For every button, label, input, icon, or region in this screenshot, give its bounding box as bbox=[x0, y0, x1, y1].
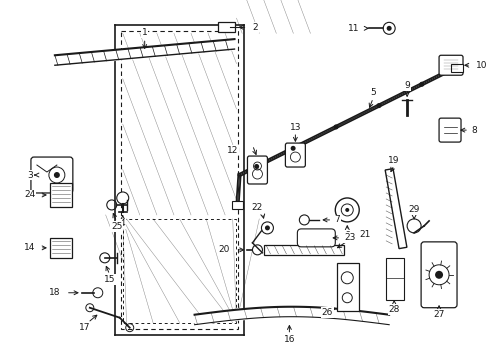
FancyBboxPatch shape bbox=[438, 118, 460, 142]
Text: 7: 7 bbox=[334, 215, 339, 224]
Text: 8: 8 bbox=[470, 126, 476, 135]
FancyBboxPatch shape bbox=[297, 229, 335, 247]
Bar bbox=[231, 201, 243, 209]
Bar bbox=[121, 31, 238, 329]
Text: 24: 24 bbox=[24, 190, 36, 199]
FancyBboxPatch shape bbox=[247, 156, 267, 184]
Bar bbox=[386, 258, 403, 300]
Text: 17: 17 bbox=[79, 323, 90, 332]
Text: 29: 29 bbox=[407, 206, 419, 215]
FancyBboxPatch shape bbox=[31, 157, 73, 193]
Text: 26: 26 bbox=[321, 308, 332, 317]
Text: 2: 2 bbox=[252, 23, 258, 32]
Text: 19: 19 bbox=[387, 156, 399, 165]
Bar bbox=[217, 22, 235, 32]
Circle shape bbox=[54, 172, 60, 178]
Text: 4: 4 bbox=[120, 219, 125, 228]
Text: 11: 11 bbox=[347, 24, 359, 33]
Bar bbox=[50, 183, 72, 207]
Text: 15: 15 bbox=[104, 275, 115, 284]
Text: 22: 22 bbox=[251, 203, 263, 212]
Text: 23: 23 bbox=[344, 233, 355, 242]
Bar bbox=[122, 219, 236, 323]
Text: 6: 6 bbox=[344, 231, 349, 240]
Text: 21: 21 bbox=[359, 230, 370, 239]
Circle shape bbox=[333, 125, 338, 130]
Text: 13: 13 bbox=[289, 123, 301, 132]
Circle shape bbox=[376, 103, 381, 108]
FancyBboxPatch shape bbox=[285, 143, 305, 167]
Text: 3: 3 bbox=[27, 171, 33, 180]
Text: 1: 1 bbox=[142, 28, 147, 37]
Circle shape bbox=[264, 225, 269, 230]
Text: 16: 16 bbox=[283, 335, 295, 344]
Text: 10: 10 bbox=[475, 61, 487, 70]
Circle shape bbox=[335, 198, 359, 222]
FancyBboxPatch shape bbox=[438, 55, 462, 75]
Circle shape bbox=[434, 271, 442, 279]
Circle shape bbox=[254, 164, 259, 169]
Text: 12: 12 bbox=[226, 145, 238, 154]
Circle shape bbox=[341, 204, 352, 216]
Circle shape bbox=[290, 146, 295, 151]
Text: 27: 27 bbox=[432, 310, 444, 319]
Bar bbox=[50, 238, 72, 258]
Text: 5: 5 bbox=[369, 89, 375, 98]
Text: 20: 20 bbox=[219, 246, 230, 255]
Bar bbox=[450, 64, 462, 72]
Text: 18: 18 bbox=[49, 288, 61, 297]
Text: 25: 25 bbox=[111, 222, 122, 231]
Text: 9: 9 bbox=[404, 81, 409, 90]
Bar bbox=[264, 245, 344, 255]
Bar bbox=[337, 263, 359, 311]
Circle shape bbox=[345, 208, 348, 212]
Circle shape bbox=[117, 192, 128, 204]
Text: 14: 14 bbox=[24, 243, 36, 252]
FancyBboxPatch shape bbox=[420, 242, 456, 308]
Text: 28: 28 bbox=[387, 305, 399, 314]
Circle shape bbox=[386, 26, 391, 31]
Circle shape bbox=[419, 82, 424, 87]
Bar bbox=[385, 168, 406, 249]
